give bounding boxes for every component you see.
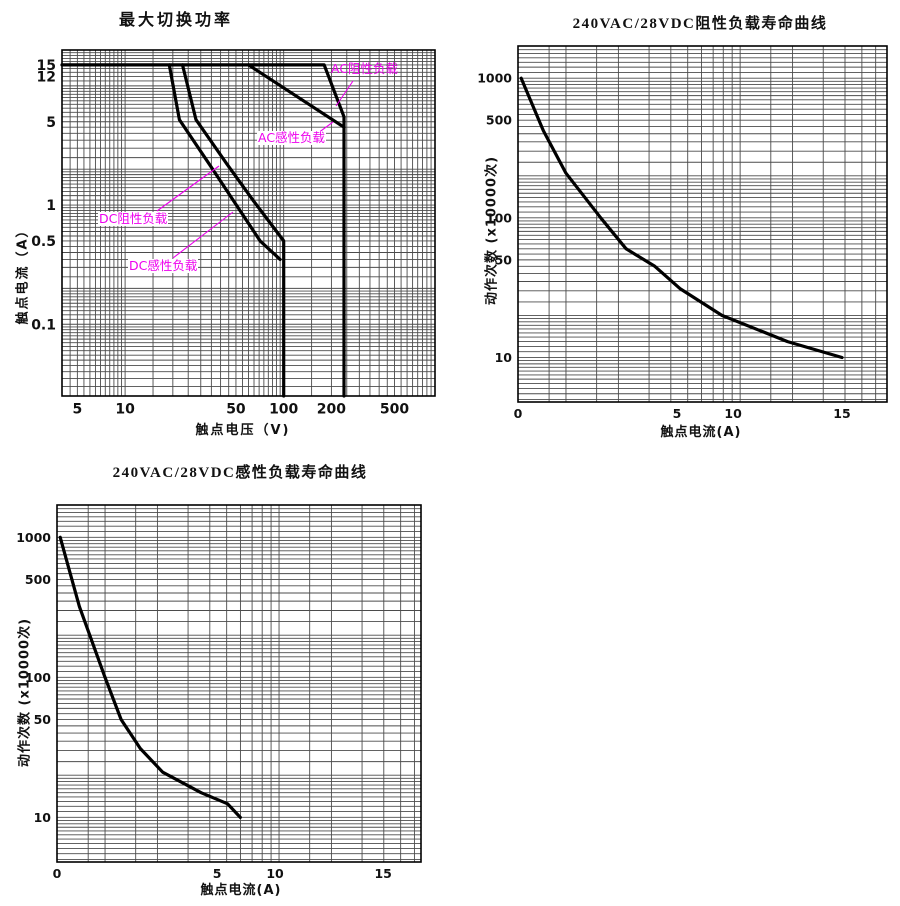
plot-border [517, 45, 888, 403]
y-tick-label: 50 [495, 252, 513, 267]
curve-0-3 [167, 63, 282, 261]
x-tick-label: 500 [380, 402, 409, 418]
y-tick-label: 500 [25, 572, 51, 587]
x-axis-title: 触点电压（V) [195, 423, 291, 438]
chart-inductive-load-life: 240VAC/28VDC感性负载寿命曲线 1000 500 100 50 10 0 5 10 1… [0, 455, 460, 906]
x-tick-label: 15 [833, 406, 850, 421]
annotation-leader-line [335, 80, 354, 107]
annotation-leader-line [156, 165, 220, 212]
x-tick-label: 10 [266, 866, 284, 881]
grid [518, 46, 887, 402]
x-tick-label: 0 [53, 866, 62, 881]
series-label-0-1: AC感性负载 [257, 130, 327, 145]
y-tick-label: 5 [46, 115, 56, 131]
x-tick-label: 10 [115, 402, 135, 418]
x-tick-label: 15 [374, 866, 391, 881]
series-label-0-2: DC阻性负载 [98, 211, 169, 226]
grid [62, 50, 435, 396]
series-label-0-0: AC阻性负载 [331, 61, 399, 76]
x-tick-label: 0 [514, 406, 523, 421]
y-tick-label: 15 [37, 58, 56, 74]
y-axis-title: 动作次数 (x10000次) [17, 617, 33, 768]
chart-title: 240VAC/28VDC感性负载寿命曲线 [112, 465, 368, 481]
x-tick-label: 5 [213, 866, 222, 881]
y-tick-label: 50 [34, 712, 52, 727]
chart-title: 最大切换功率 [118, 12, 233, 29]
y-tick-label: 0.5 [31, 234, 56, 250]
y-tick-label: 1 [46, 198, 56, 214]
chart-title: 240VAC/28VDC阻性负载寿命曲线 [572, 16, 828, 32]
y-tick-label: 100 [486, 210, 512, 225]
y-axis-title: 触点电流（A） [15, 222, 31, 325]
chart-resistive-load-life: 240VAC/28VDC阻性负载寿命曲线 1000 500 100 50 10 0 5 10 1… [450, 0, 900, 450]
grid [57, 505, 421, 862]
series-label-0-3: DC感性负载 [128, 258, 199, 273]
x-tick-label: 100 [269, 402, 298, 418]
curve-0-1 [246, 63, 346, 129]
y-axis-title: 动作次数 (x10000次) [484, 155, 500, 306]
x-tick-label: 200 [317, 402, 346, 418]
plot-border [61, 49, 436, 397]
curve-0-0 [60, 63, 346, 398]
annotation-leader-line [172, 211, 234, 259]
x-axis-title: 触点电流(A) [660, 425, 742, 440]
y-tick-label: 10 [34, 810, 52, 825]
y-tick-label: 10 [495, 350, 513, 365]
y-tick-label: 0.1 [31, 317, 56, 333]
y-tick-label: 500 [486, 113, 512, 128]
x-tick-label: 5 [72, 402, 82, 418]
x-tick-label: 10 [724, 406, 742, 421]
x-axis-title: 触点电流(A) [200, 883, 282, 898]
x-tick-label: 50 [226, 402, 246, 418]
y-tick-label: 1000 [477, 71, 512, 86]
y-tick-label: 100 [25, 670, 51, 685]
curve-2-0 [58, 535, 242, 819]
y-tick-label: 12 [37, 69, 56, 85]
curve-0-2 [180, 63, 286, 398]
chart-max-switching-power: 最大切换功率 15 12 5 1 0.5 0.1 5 10 50 100 200 500 触点电流（A… [0, 0, 450, 450]
curve-1-0 [519, 76, 844, 360]
x-tick-label: 5 [673, 406, 682, 421]
y-tick-label: 1000 [16, 530, 51, 545]
plot-border [56, 504, 422, 863]
